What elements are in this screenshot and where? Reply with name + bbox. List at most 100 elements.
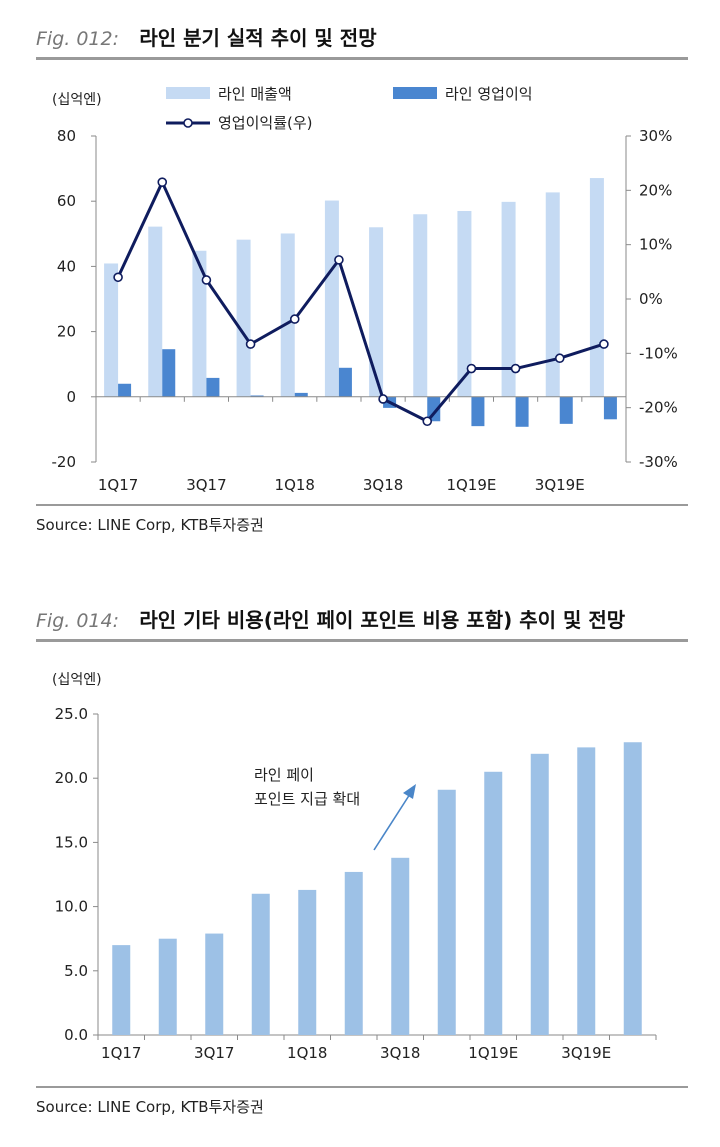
fig1-top-rule [36, 57, 688, 60]
legend-revenue-swatch [166, 87, 210, 99]
fig2-x-tick-label: 1Q17 [101, 1044, 141, 1062]
op-profit-bar [515, 396, 529, 427]
revenue-bar [192, 250, 207, 397]
other-cost-bar [623, 742, 642, 1035]
other-cost-bar [112, 945, 131, 1035]
margin-point [599, 339, 609, 349]
fig2-annotation-arrow-shaft [373, 793, 411, 851]
fig2-x-tick-label: 3Q19E [561, 1044, 611, 1062]
op-profit-bar [559, 396, 573, 424]
other-cost-bar [298, 889, 317, 1035]
op-profit-bar [338, 367, 352, 397]
fig2-title: Fig. 014: 라인 기타 비용(라인 페이 포인트 비용 포함) 추이 및… [36, 604, 625, 633]
legend-op-profit-swatch [393, 87, 437, 99]
fig2-y-tick-label: 0.0 [64, 1026, 88, 1044]
revenue-bar [501, 201, 516, 397]
fig1-x-tick-label: 1Q17 [98, 476, 138, 494]
revenue-bar [589, 178, 604, 397]
op-profit-bar [162, 349, 176, 397]
fig1-source: Source: LINE Corp, KTB투자증권 [36, 516, 264, 534]
fig2-top-rule [36, 639, 688, 642]
fig2-y-tick-label: 10.0 [55, 898, 88, 916]
other-cost-bar [577, 747, 596, 1035]
other-cost-bar [391, 857, 410, 1035]
fig1-right-tick-label: -10% [639, 344, 678, 362]
fig2-bottom-rule [36, 1086, 688, 1088]
other-cost-bar [251, 893, 270, 1035]
fig2-annotation-arrow-head [403, 784, 416, 799]
fig2-x-tick-label: 1Q19E [468, 1044, 518, 1062]
fig2-title-text: 라인 기타 비용(라인 페이 포인트 비용 포함) 추이 및 전망 [139, 608, 626, 632]
fig2-y-tick-label: 20.0 [55, 769, 88, 787]
fig2-x-tick-label: 1Q18 [287, 1044, 327, 1062]
revenue-bar [369, 227, 384, 397]
fig1-x-tick-label: 3Q19E [535, 476, 585, 494]
fig1-left-tick-label: 80 [57, 127, 76, 145]
op-profit-bar [294, 392, 308, 397]
other-cost-bar [437, 789, 456, 1035]
op-profit-bar [118, 383, 132, 397]
legend-op-profit-label: 라인 영업이익 [445, 85, 533, 103]
fig2-y-tick-label: 15.0 [55, 833, 88, 851]
margin-line [116, 180, 605, 423]
fig1-number: Fig. 012: [36, 28, 120, 50]
fig1-right-tick-label: -30% [639, 453, 678, 471]
fig1-x-tick-label: 3Q17 [186, 476, 226, 494]
revenue-bar [104, 263, 119, 397]
op-profit-bar [603, 396, 617, 420]
fig1-right-tick-label: 30% [639, 127, 672, 145]
fig1-left-tick-label: 20 [57, 323, 76, 341]
fig1-right-tick-label: 20% [639, 181, 672, 199]
margin-point [289, 314, 300, 324]
fig1-right-tick-label: -20% [639, 399, 678, 417]
revenue-bar [324, 200, 339, 397]
fig2-number: Fig. 014: [36, 610, 120, 632]
other-cost-bar [344, 871, 363, 1035]
fig2-x-tick-label: 3Q17 [194, 1044, 234, 1062]
legend-margin-label: 영업이익률(우) [218, 114, 313, 132]
fig1-title: Fig. 012: 라인 분기 실적 추이 및 전망 [36, 22, 377, 51]
revenue-bar [457, 210, 472, 397]
margin-point [201, 275, 212, 285]
op-profit-bar [471, 396, 485, 427]
fig2-x-tick-label: 3Q18 [380, 1044, 420, 1062]
fig1-title-text: 라인 분기 실적 추이 및 전망 [139, 26, 377, 50]
fig1-right-tick-label: 10% [639, 236, 672, 254]
fig1-bottom-rule [36, 504, 688, 506]
revenue-bar [280, 233, 295, 397]
fig1-left-tick-label: 40 [57, 257, 76, 275]
revenue-bar [148, 226, 163, 397]
fig1-x-tick-label: 3Q18 [363, 476, 403, 494]
margin-point [554, 353, 565, 364]
margin-point [510, 363, 521, 374]
fig1-left-tick-label: 0 [66, 388, 76, 406]
fig1-x-tick-label: 1Q19E [446, 476, 496, 494]
fig2-y-tick-label: 5.0 [64, 962, 88, 980]
other-cost-bar [158, 938, 177, 1035]
margin-point [422, 416, 433, 427]
legend-revenue-label: 라인 매출액 [218, 85, 292, 103]
other-cost-bar [530, 753, 549, 1035]
margin-point [466, 363, 477, 374]
fig1-x-tick-label: 1Q18 [275, 476, 315, 494]
other-cost-bar [205, 933, 224, 1035]
revenue-bar [545, 192, 560, 397]
fig1-left-tick-label: 60 [57, 192, 76, 210]
other-cost-bar [484, 771, 503, 1035]
fig2-unit-label: (십억엔) [52, 672, 102, 688]
fig2-annotation-line1: 라인 페이 [254, 766, 314, 784]
revenue-bar [236, 239, 251, 397]
op-profit-bar [206, 377, 220, 397]
margin-point [334, 255, 344, 265]
fig2-chart: (십억엔) 0.0 5.0 10.0 15.0 20.0 25.0 1Q17 3Q17 1Q18 3… [52, 672, 657, 1062]
op-profit-bar [250, 395, 264, 397]
margin-point [378, 394, 388, 404]
margin-point [157, 177, 168, 187]
margin-point [245, 339, 256, 349]
fig2-source: Source: LINE Corp, KTB투자증권 [36, 1098, 264, 1116]
fig2-annotation-line2: 포인트 지급 확대 [254, 790, 360, 808]
fig1-right-tick-label: 0% [639, 290, 663, 308]
fig1-unit-label: (십억엔) [52, 92, 102, 108]
revenue-bar [413, 214, 428, 397]
